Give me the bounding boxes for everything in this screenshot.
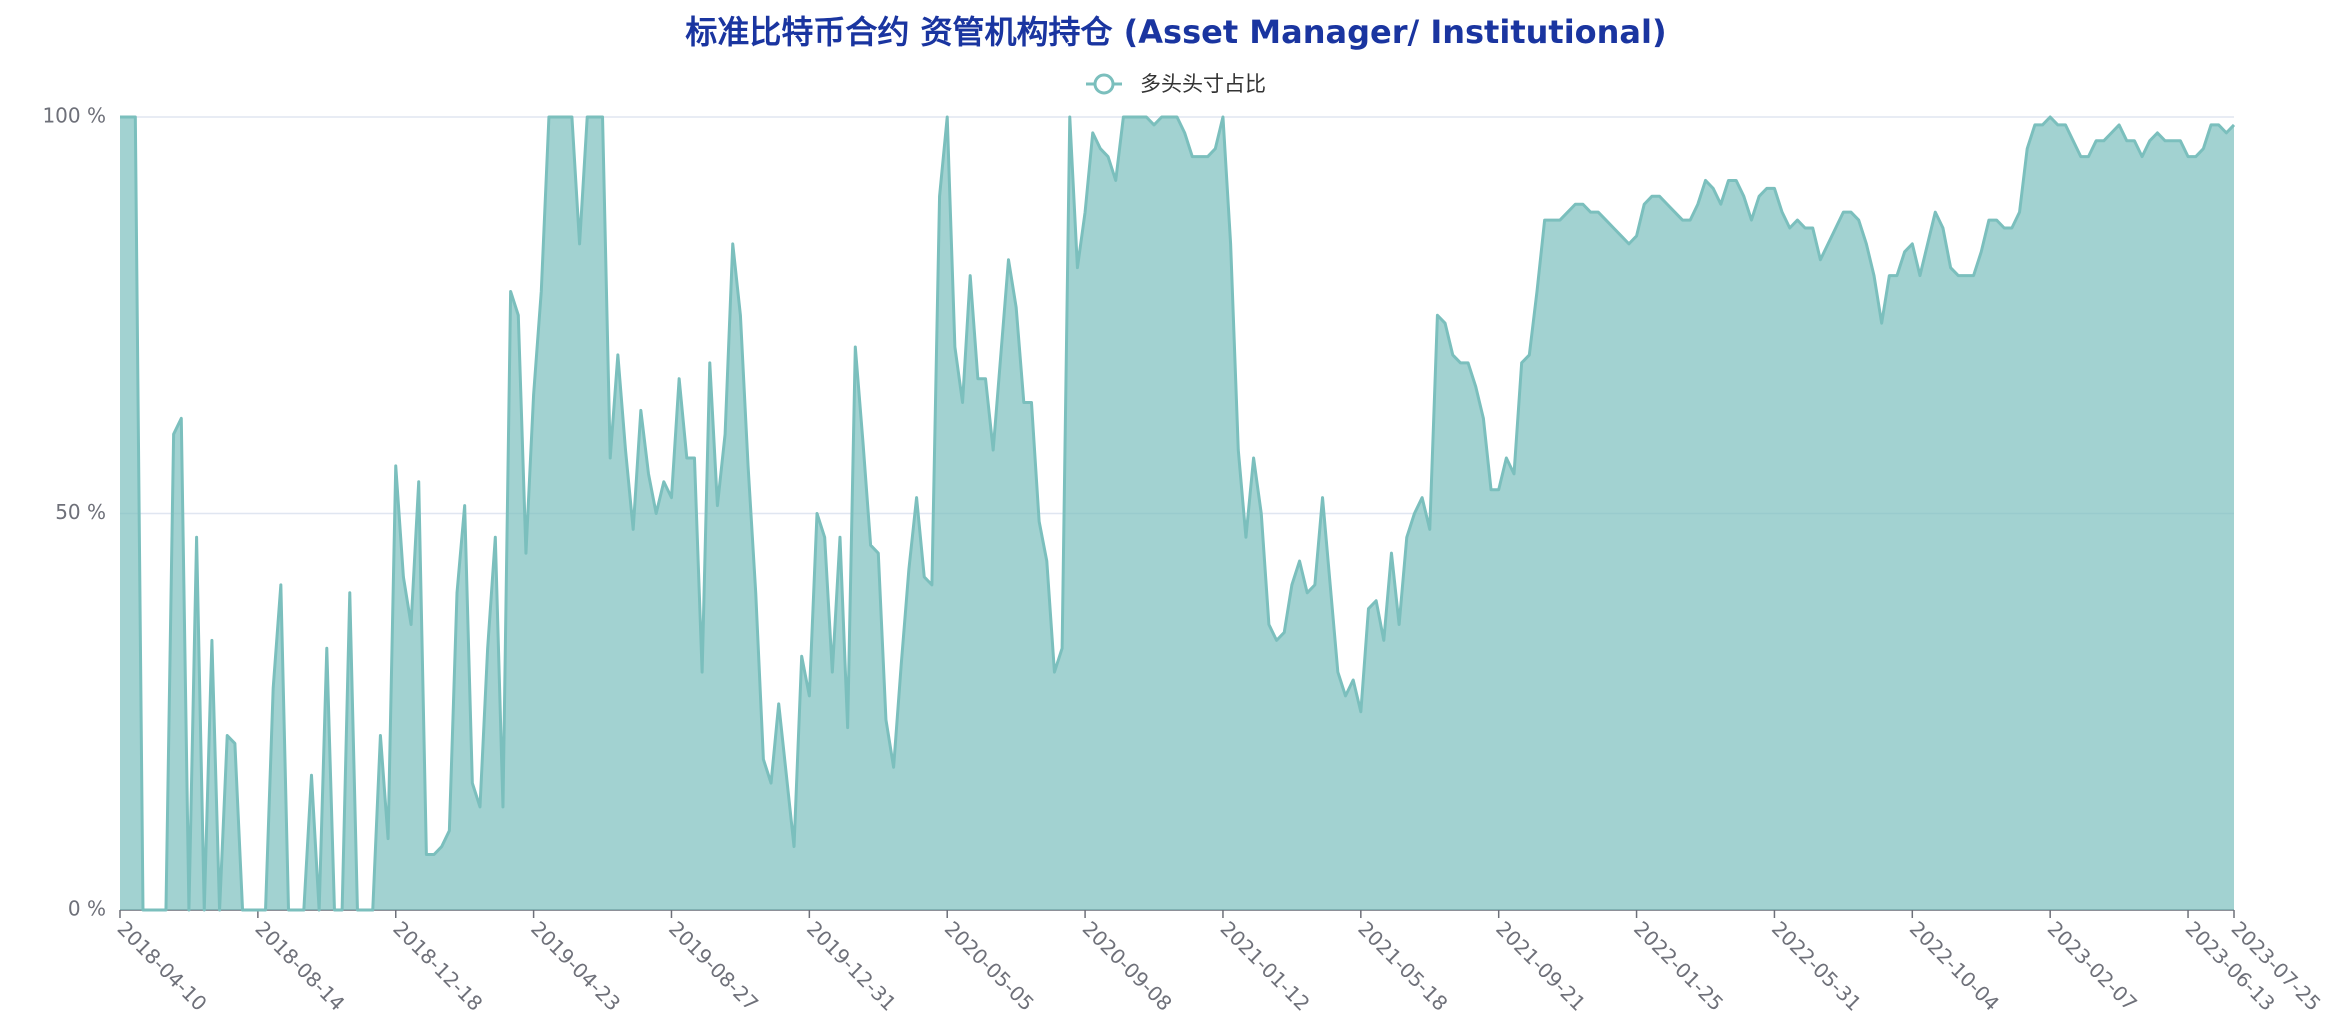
chart-title: 标准比特币合约 资管机构持仓 (Asset Manager/ Instituti… — [685, 13, 1666, 51]
x-tick-label: 2021-05-18 — [1353, 916, 1452, 1015]
x-tick-label: 2019-12-31 — [802, 916, 901, 1015]
x-tick-label: 2018-08-14 — [250, 916, 349, 1015]
x-tick-label: 2018-12-18 — [388, 916, 487, 1015]
x-tick-label: 2019-04-23 — [526, 916, 625, 1015]
x-tick-label: 2022-01-25 — [1629, 916, 1728, 1015]
legend-marker — [1093, 73, 1115, 95]
x-tick-label: 2020-09-08 — [1078, 916, 1177, 1015]
x-tick-label: 2020-05-05 — [940, 916, 1039, 1015]
area — [120, 117, 2234, 910]
legend-label[interactable]: 多头头寸占比 — [1140, 72, 1266, 96]
x-tick-label: 2019-08-27 — [664, 916, 763, 1015]
x-tick-label: 2022-10-04 — [1905, 916, 2004, 1015]
x-tick-label: 2021-09-21 — [1491, 916, 1590, 1015]
y-tick-label: 50 % — [55, 500, 106, 524]
x-tick-label: 2018-04-10 — [113, 916, 212, 1015]
legend[interactable]: 多头头寸占比 — [1086, 72, 1266, 96]
x-tick-label: 2023-02-07 — [2043, 916, 2142, 1015]
x-tick-label: 2021-01-12 — [1216, 916, 1315, 1015]
y-tick-label: 100 % — [42, 104, 106, 128]
x-tick-label: 2022-05-31 — [1767, 916, 1866, 1015]
line — [120, 115, 2236, 912]
y-tick-label: 0 % — [68, 897, 106, 921]
